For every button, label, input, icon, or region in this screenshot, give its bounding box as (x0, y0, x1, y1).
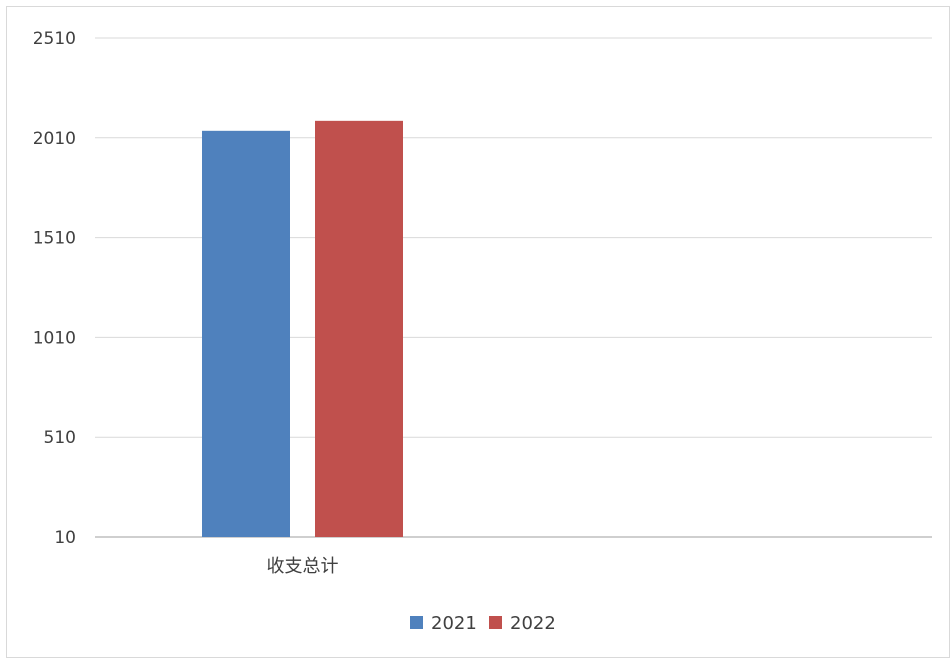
y-tick-label: 510 (44, 428, 76, 448)
legend-swatch-2022 (489, 616, 502, 629)
legend-swatch-2021 (410, 616, 423, 629)
x-category-label: 收支总计 (267, 556, 339, 577)
legend-label-2021: 2021 (431, 613, 477, 634)
bar-2022 (315, 120, 403, 538)
y-tick-label: 2510 (33, 29, 76, 49)
y-tick-label: 1010 (33, 328, 76, 348)
y-tick-label: 1510 (33, 229, 76, 249)
legend-label-2022: 2022 (510, 613, 556, 634)
y-tick-label: 10 (54, 528, 76, 548)
legend: 2021 2022 (410, 613, 556, 634)
chart-frame (6, 6, 950, 658)
y-tick-label: 2010 (33, 129, 76, 149)
bar-2021 (202, 130, 290, 537)
y-axis-ticks: 10 510 1010 1510 2010 2510 (33, 29, 76, 548)
x-axis-categories: 收支总计 (267, 556, 339, 577)
bars (202, 120, 403, 538)
